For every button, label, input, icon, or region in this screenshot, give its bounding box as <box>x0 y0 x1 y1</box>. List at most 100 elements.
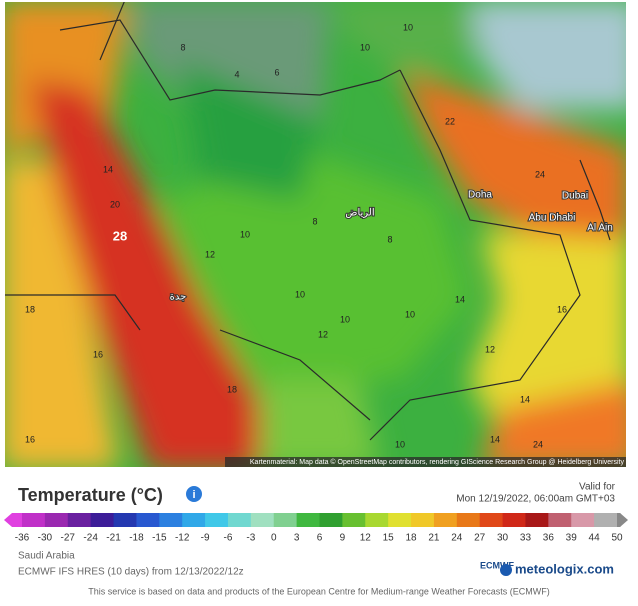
colorbar-segment <box>571 513 595 527</box>
colorbar-segment <box>296 513 320 527</box>
city-label: الرياض <box>345 208 374 219</box>
colorbar-segment <box>227 513 252 527</box>
colorbar-tick-label: 3 <box>294 533 300 544</box>
temperature-label: 18 <box>25 304 35 314</box>
colorbar-tick-label: 0 <box>271 533 277 544</box>
colorbar-tick-label: -9 <box>201 533 210 544</box>
colorbar-tick-label: 12 <box>360 533 372 544</box>
temperature-label: 16 <box>93 349 103 359</box>
colorbar-tick-label: 50 <box>611 533 623 544</box>
temperature-label: 22 <box>445 116 455 126</box>
colorbar-tick-label: 15 <box>383 533 395 544</box>
colorbar-segment <box>456 513 481 527</box>
info-icon-glyph: i <box>192 489 195 501</box>
colorbar-tick-label: 27 <box>474 533 486 544</box>
info-icon[interactable] <box>186 486 202 502</box>
temperature-label: 10 <box>403 22 413 32</box>
colorbar-segment <box>159 513 183 527</box>
temperature-label: 10 <box>405 309 415 319</box>
colorbar-tick-label: 9 <box>340 533 346 544</box>
colorbar-segment <box>273 513 298 527</box>
city-label: Doha <box>468 190 492 201</box>
colorbar-segment <box>136 513 160 527</box>
colorbar-tick-label: -24 <box>83 533 98 544</box>
colorbar-tick-label: 36 <box>543 533 555 544</box>
colorbar-segment <box>113 513 137 527</box>
colorbar-segment <box>548 513 572 527</box>
temperature-label: 24 <box>533 439 543 449</box>
colorbar-tick-label: 21 <box>428 533 440 544</box>
temperature-label: 8 <box>180 42 185 52</box>
colorbar-arrow <box>4 513 12 527</box>
colorbar-segment <box>250 513 275 527</box>
colorbar-segment <box>617 513 621 527</box>
colorbar-segment <box>525 513 549 527</box>
temperature-label: 8 <box>312 216 317 226</box>
colorbar-tick-label: -3 <box>246 533 255 544</box>
valid-label: Valid for <box>579 482 616 493</box>
colorbar-segment <box>594 513 618 527</box>
colorbar-tick-label: 18 <box>405 533 417 544</box>
valid-time: Mon 12/19/2022, 06:00am GMT+03 <box>456 494 615 505</box>
temperature-label: 24 <box>535 169 545 179</box>
colorbar-segment <box>433 513 458 527</box>
colorbar-tick-label: 33 <box>520 533 532 544</box>
city-label: Dubai <box>562 191 588 202</box>
temperature-label: 28 <box>113 228 127 243</box>
temperature-label: 10 <box>295 289 305 299</box>
colorbar-segment <box>205 513 229 527</box>
colorbar-segment <box>502 513 526 527</box>
colorbar-segment <box>342 513 366 527</box>
colorbar-segment <box>365 513 389 527</box>
map-attribution: Kartenmaterial: Map data © OpenStreetMap… <box>250 458 625 466</box>
temperature-label: 10 <box>240 229 250 239</box>
city-label: جدة <box>170 292 187 303</box>
legend-title: Temperature (°C) <box>18 485 163 505</box>
colorbar-segment <box>12 513 23 527</box>
temperature-label: 12 <box>205 249 215 259</box>
colorbar-tick-label: 44 <box>589 533 601 544</box>
colorbar-tick-label: 6 <box>317 533 323 544</box>
map[interactable]: Kartenmaterial: Map data © OpenStreetMap… <box>0 0 638 470</box>
temperature-label: 14 <box>520 394 530 404</box>
meteologix-logo[interactable]: meteologix.com <box>515 561 614 576</box>
colorbar-tick-label: 30 <box>497 533 509 544</box>
colorbar-segment <box>182 513 206 527</box>
colorbar-segment <box>67 513 92 527</box>
colorbar-segment <box>479 513 504 527</box>
colorbar-tick-label: -36 <box>15 533 30 544</box>
colorbar-tick-label: -15 <box>152 533 167 544</box>
footer: This service is based on data and produc… <box>88 586 550 596</box>
temperature-label: 14 <box>455 294 465 304</box>
colorbar-segment <box>319 513 343 527</box>
temperature-label: 12 <box>318 329 328 339</box>
temperature-label: 20 <box>110 199 120 209</box>
temperature-label: 8 <box>387 234 392 244</box>
region: Saudi Arabia <box>18 551 75 562</box>
colorbar-segment <box>44 513 69 527</box>
logo-icon <box>500 564 512 576</box>
temperature-label: 4 <box>234 69 239 79</box>
temperature-label: 10 <box>395 439 405 449</box>
city-label: Abu Dhabi <box>529 213 576 224</box>
temperature-label: 16 <box>25 434 35 444</box>
city-label: Al Ain <box>587 223 613 234</box>
colorbar-tick-label: -18 <box>129 533 144 544</box>
colorbar-tick-label: 39 <box>566 533 578 544</box>
colorbar-tick-label: -21 <box>106 533 121 544</box>
colorbar-segment <box>22 513 46 527</box>
temperature-label: 10 <box>340 314 350 324</box>
colorbar-segment <box>411 513 435 527</box>
ecmwf-logo[interactable]: ECMWF <box>480 560 514 570</box>
borders <box>5 2 611 441</box>
temperature-label: 14 <box>490 434 500 444</box>
colorbar-tick-label: -27 <box>61 533 76 544</box>
temperature-label: 12 <box>485 344 495 354</box>
temperature-label: 6 <box>274 67 279 77</box>
colorbar-tick-label: -6 <box>224 533 233 544</box>
colorbar-segment <box>388 513 412 527</box>
colorbar-tick-label: 24 <box>451 533 463 544</box>
temperature-label: 18 <box>227 384 237 394</box>
